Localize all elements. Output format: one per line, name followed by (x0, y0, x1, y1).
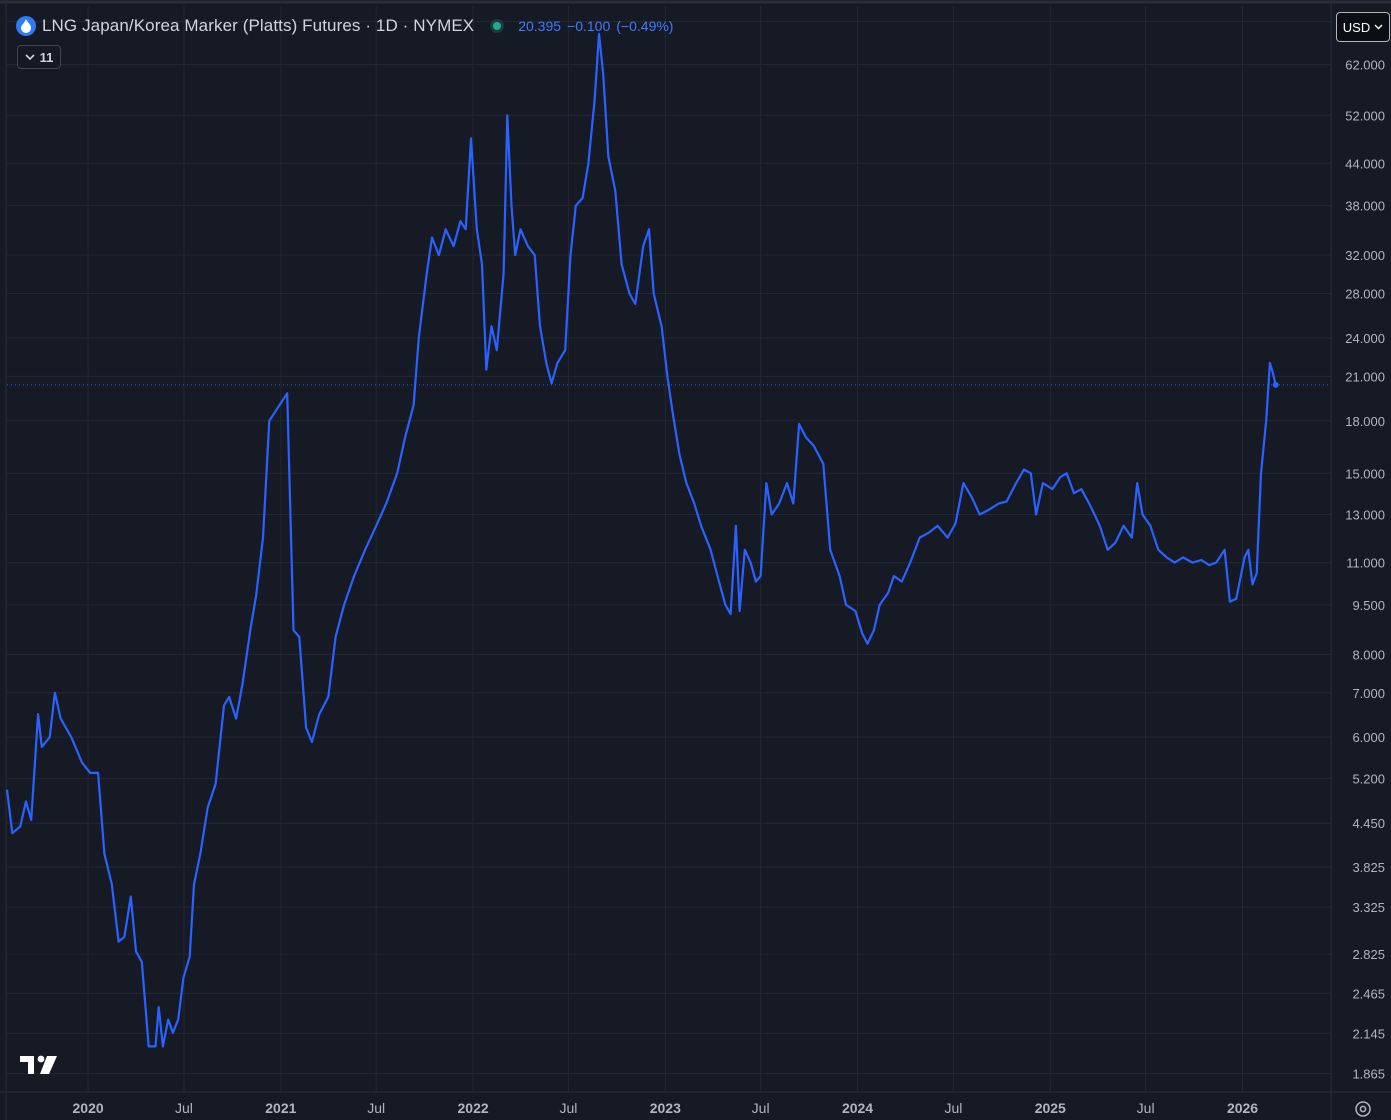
y-tick-label: 21.000 (1345, 369, 1385, 384)
last-price-point (1272, 381, 1279, 388)
x-tick-label: Jul (367, 1100, 385, 1116)
y-tick-label: 7.000 (1352, 686, 1385, 701)
symbol-title[interactable]: LNG Japan/Korea Marker (Platts) Futures … (42, 16, 475, 35)
y-tick-label: 2.145 (1352, 1026, 1385, 1041)
y-tick-label: 11.000 (1346, 556, 1385, 571)
y-tick-label: 2.825 (1352, 947, 1385, 962)
x-tick-label: Jul (559, 1100, 577, 1116)
x-tick-label: Jul (752, 1100, 770, 1116)
y-tick-label: 1.865 (1352, 1067, 1385, 1082)
x-tick-label: 2020 (73, 1100, 104, 1116)
tradingview-logo[interactable] (20, 1054, 58, 1076)
y-tick-label: 15.000 (1345, 466, 1385, 481)
x-tick-label: Jul (1137, 1100, 1155, 1116)
y-tick-label: 2.465 (1352, 986, 1385, 1001)
price-quote: 20.395 −0.100 (−0.49%) (518, 18, 679, 34)
y-tick-label: 4.450 (1352, 816, 1385, 831)
y-axis-labels: 72.00062.00052.00044.00038.00032.00028.0… (1345, 15, 1385, 1082)
y-tick-label: 18.000 (1345, 414, 1385, 429)
currency-label: USD (1342, 19, 1371, 35)
grid (7, 6, 1331, 1092)
x-tick-label: 2025 (1035, 1100, 1066, 1116)
last-price: 20.395 (518, 18, 562, 34)
price-change: −0.100 (567, 18, 611, 34)
x-tick-label: 2026 (1227, 1100, 1258, 1116)
price-series-line (5, 32, 1277, 1048)
series-layer (5, 32, 1279, 1048)
x-tick-label: 2023 (650, 1100, 681, 1116)
y-tick-label: 24.000 (1345, 331, 1385, 346)
indicators-count: 11 (39, 49, 54, 65)
market-status-icon[interactable] (490, 19, 505, 33)
legend-header: LNG Japan/Korea Marker (Platts) Futures … (16, 12, 679, 40)
y-tick-label: 3.825 (1352, 860, 1385, 875)
y-tick-label: 6.000 (1352, 730, 1385, 745)
y-tick-label: 52.000 (1345, 108, 1385, 123)
flame-icon (16, 16, 36, 36)
x-tick-label: Jul (944, 1100, 962, 1116)
x-tick-label: Jul (175, 1100, 193, 1116)
y-tick-label: 32.000 (1345, 248, 1385, 263)
price-change-percent: (−0.49%) (616, 18, 674, 34)
y-tick-label: 13.000 (1345, 508, 1385, 523)
gear-icon[interactable] (1352, 1098, 1374, 1120)
x-tick-label: 2022 (458, 1100, 489, 1116)
y-tick-label: 3.325 (1352, 900, 1385, 915)
chevron-down-icon (1374, 24, 1383, 30)
y-tick-label: 9.500 (1352, 598, 1385, 613)
indicators-toggle-button[interactable]: 11 (17, 45, 61, 69)
x-tick-label: 2024 (842, 1100, 873, 1116)
y-tick-label: 38.000 (1345, 199, 1385, 214)
y-tick-label: 8.000 (1352, 647, 1385, 662)
y-tick-label: 62.000 (1345, 58, 1385, 73)
chevron-down-icon (25, 53, 35, 60)
y-tick-label: 44.000 (1345, 156, 1385, 171)
y-tick-label: 5.200 (1352, 771, 1385, 786)
x-tick-label: 2021 (265, 1100, 296, 1116)
x-axis-labels: 2020 Jul 2021 Jul 2022 Jul 2023 Jul 2024 Jul 2025 J… (73, 1100, 1259, 1116)
y-tick-label: 28.000 (1345, 287, 1385, 302)
currency-selector[interactable]: USD (1336, 12, 1390, 42)
